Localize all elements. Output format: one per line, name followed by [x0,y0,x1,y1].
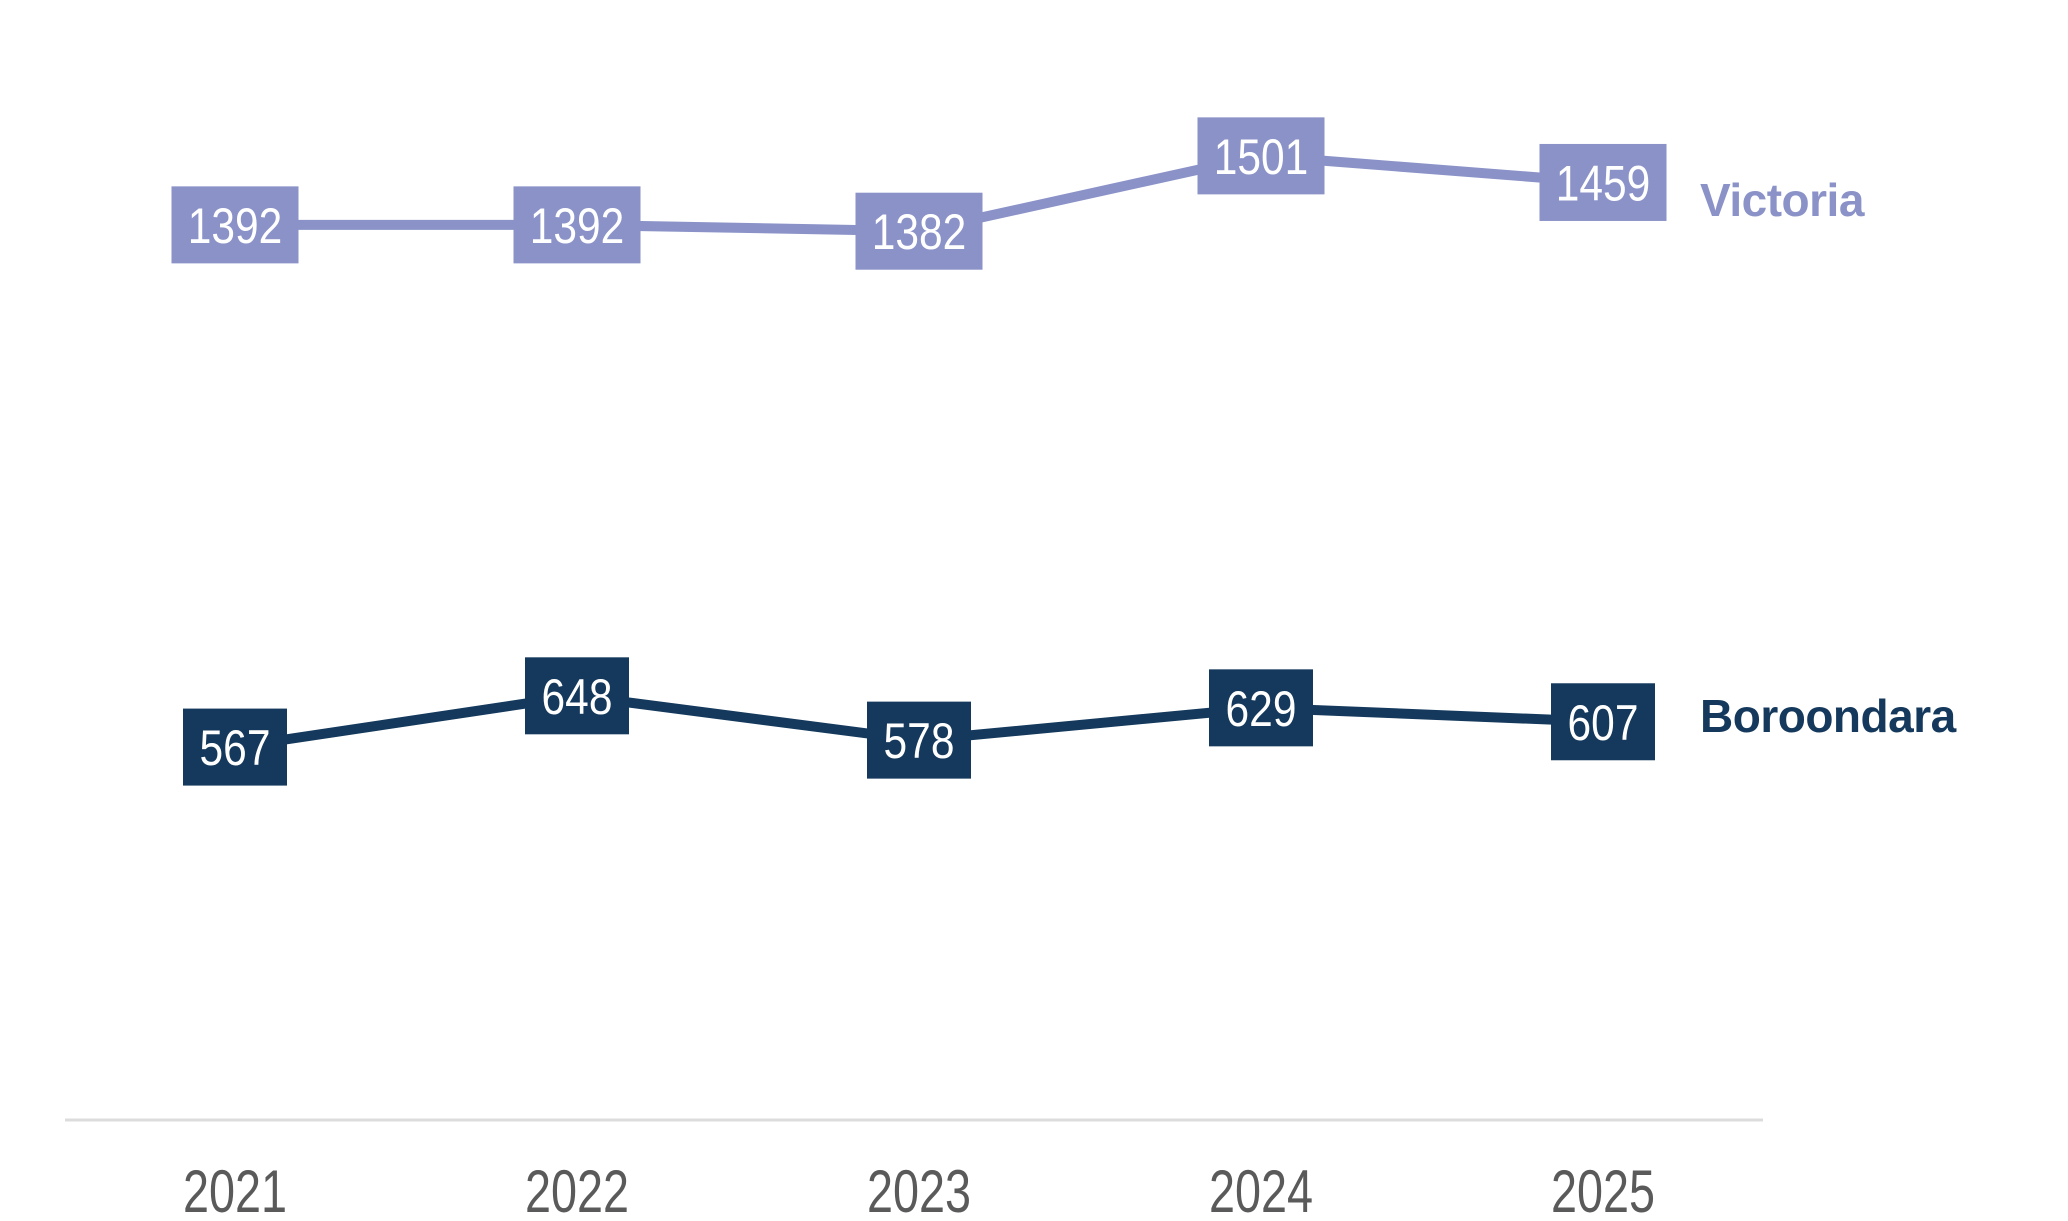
value-label-box [1209,669,1313,747]
value-label-text: 567 [200,720,271,776]
value-label-box [525,657,629,735]
x-tick-label: 2025 [1551,1158,1655,1221]
x-tick-label: 2021 [183,1158,287,1221]
value-label-text: 648 [542,669,613,725]
value-label-box [1551,683,1655,761]
value-label-text: 1459 [1556,155,1651,211]
x-tick-label: 2023 [867,1158,971,1221]
value-label-box [183,708,287,786]
value-label-box [1197,117,1325,195]
x-tick-label: 2022 [525,1158,629,1221]
value-label-text: 629 [1226,681,1297,737]
value-label-text: 607 [1568,695,1639,751]
value-label-box [855,192,983,270]
value-label-box [867,701,971,779]
value-label-box [513,186,641,264]
legend-boroondara: Boroondara [1700,690,1956,742]
value-label-text: 578 [884,713,955,769]
value-label-box [171,186,299,264]
value-label-text: 1392 [188,198,283,254]
value-label-text: 1392 [530,198,625,254]
x-tick-label: 2024 [1209,1158,1313,1221]
value-label-text: 1501 [1214,129,1309,185]
legend-victoria: Victoria [1700,174,1864,226]
value-label-box [1539,143,1667,221]
value-label-text: 1382 [872,204,967,260]
